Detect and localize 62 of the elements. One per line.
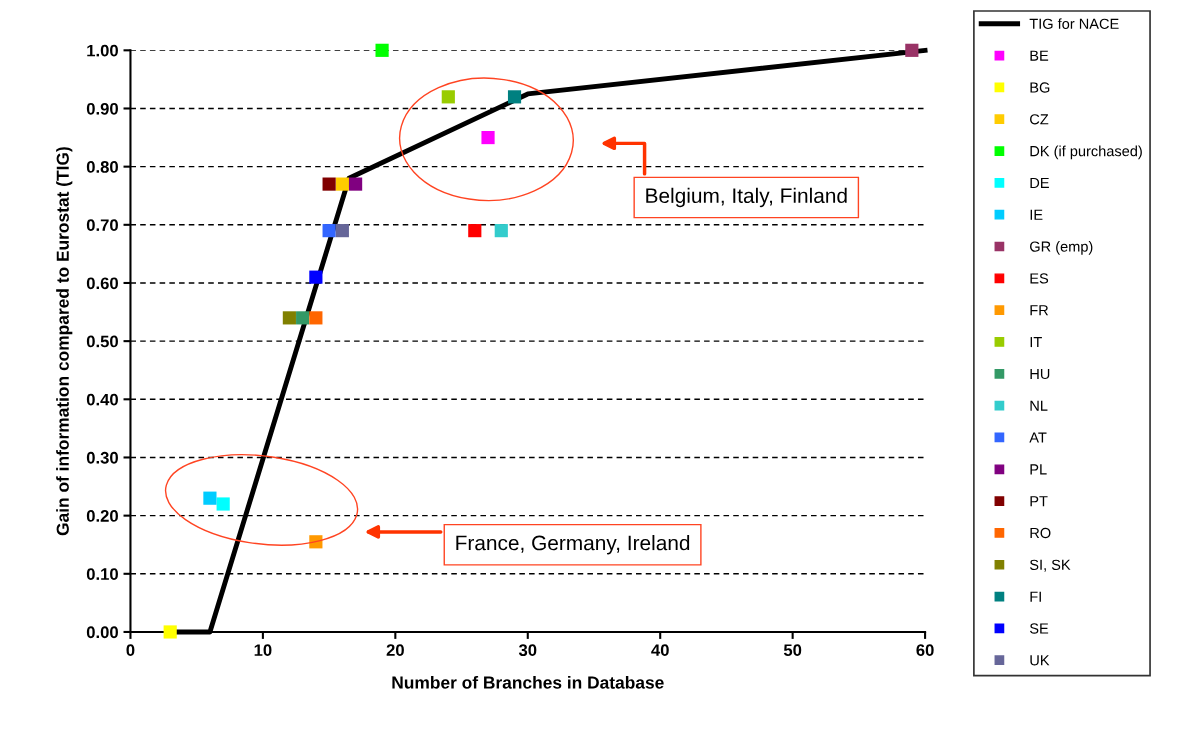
x-tick-label: 30 xyxy=(518,644,537,657)
legend-label: SI, SK xyxy=(1029,559,1071,572)
legend-label: BE xyxy=(1030,50,1049,61)
point xyxy=(216,497,230,511)
y-tick-label: 0.10 xyxy=(86,568,118,580)
legend-label: CZ xyxy=(1030,114,1049,125)
legend-label: RO xyxy=(1030,527,1051,539)
y-tick-label: 0.80 xyxy=(86,161,118,173)
point xyxy=(335,177,349,191)
x-tick-label: 60 xyxy=(916,644,934,657)
legend-label: SE xyxy=(1029,623,1049,634)
point xyxy=(282,311,296,325)
point xyxy=(507,90,522,104)
point xyxy=(203,491,217,505)
y-tick-label: 0.40 xyxy=(86,393,118,406)
y-tick-label: 0.90 xyxy=(86,102,118,115)
x-tick-label: 40 xyxy=(651,644,669,657)
legend-label: DE xyxy=(1030,177,1049,188)
legend-label: DK (if purchased) xyxy=(1030,145,1142,160)
legend-label: NL xyxy=(1030,400,1048,411)
point xyxy=(375,43,389,57)
point xyxy=(322,177,336,191)
annotation: Belgium, Italy, Finland xyxy=(646,187,847,208)
y-tick-label: 0.00 xyxy=(86,626,118,639)
point xyxy=(309,311,323,325)
legend-label: IT xyxy=(1030,337,1042,348)
point xyxy=(441,90,455,104)
legend-label: GR (emp) xyxy=(1030,241,1093,255)
x-tick-label: 20 xyxy=(386,644,404,657)
annotation: France, Germany, Ireland xyxy=(456,535,690,555)
point xyxy=(905,43,919,57)
legend-label: HU xyxy=(1030,368,1050,380)
point xyxy=(468,224,482,238)
x-tick-label: 0 xyxy=(126,644,135,657)
point xyxy=(494,224,508,238)
legend-label: AT xyxy=(1029,432,1047,443)
point xyxy=(309,270,323,284)
point xyxy=(481,130,495,145)
y-tick-label: 0.20 xyxy=(86,510,118,522)
x-axis-title: Number of Branches in Database xyxy=(392,675,664,689)
legend-label: ES xyxy=(1030,273,1049,284)
y-tick-label: 0.30 xyxy=(86,451,118,464)
legend-label: BG xyxy=(1030,82,1050,93)
legend-label: UK xyxy=(1030,655,1050,666)
legend-label: PL xyxy=(1030,464,1047,475)
y-tick-label: 0.70 xyxy=(86,219,118,232)
point xyxy=(335,224,349,238)
x-tick-label: 50 xyxy=(783,644,802,657)
y-tick-label: 0.60 xyxy=(86,277,118,290)
legend-label: FI xyxy=(1030,591,1041,602)
legend-label: FR xyxy=(1030,305,1049,316)
point xyxy=(349,177,363,191)
y-axis-title: Gain of information compared to Eurostat (TIG) xyxy=(56,147,73,536)
point xyxy=(322,224,336,238)
legend-label: PT xyxy=(1030,496,1048,507)
legend-label: IE xyxy=(1030,209,1043,220)
y-tick-label: 0.50 xyxy=(86,335,118,348)
y-tick-label: 1.00 xyxy=(87,44,118,57)
x-tick-label: 10 xyxy=(254,644,272,657)
point xyxy=(296,311,310,325)
legend-label: TIG for NACE xyxy=(1029,18,1119,29)
point xyxy=(163,625,177,639)
